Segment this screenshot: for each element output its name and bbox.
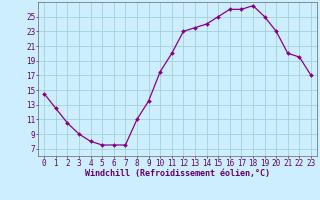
X-axis label: Windchill (Refroidissement éolien,°C): Windchill (Refroidissement éolien,°C) — [85, 169, 270, 178]
